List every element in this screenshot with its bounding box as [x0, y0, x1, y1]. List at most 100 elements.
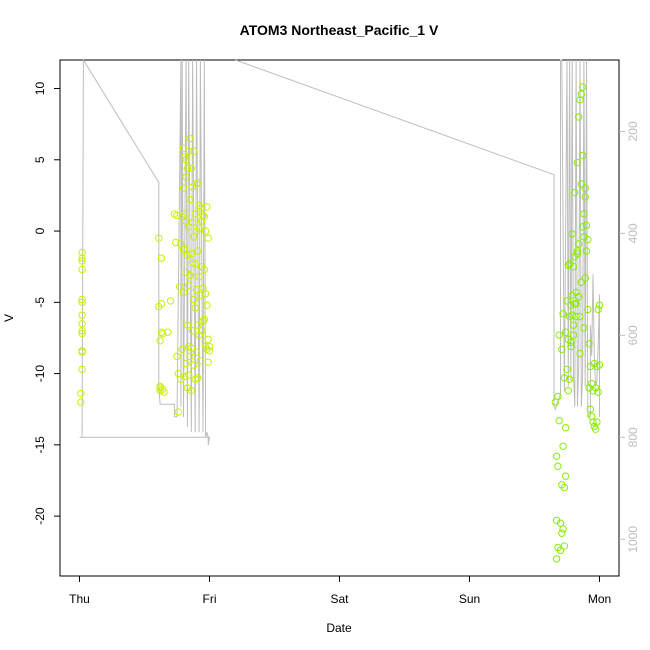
data-point — [191, 304, 199, 312]
data-point — [204, 358, 212, 366]
data-point — [577, 180, 585, 188]
data-point — [563, 365, 571, 374]
data-point — [559, 525, 567, 533]
data-point — [581, 184, 589, 192]
data-point — [183, 321, 192, 329]
y-axis: -20 -15 -10 -5 0 5 10 — [33, 82, 60, 525]
depth-line-segment — [235, 59, 600, 418]
data-point — [178, 345, 186, 354]
data-point — [567, 342, 575, 351]
data-point — [187, 250, 196, 258]
data-point — [181, 244, 189, 252]
data-point — [192, 180, 201, 188]
data-point — [78, 295, 86, 304]
data-point — [575, 292, 583, 301]
data-point — [554, 462, 562, 470]
data-point — [205, 342, 214, 351]
data-point — [552, 452, 561, 460]
data-point — [573, 247, 582, 255]
depth-trace — [79, 58, 600, 446]
data-point — [188, 327, 197, 335]
y-axis-label: V — [2, 314, 16, 322]
data-points — [77, 83, 604, 563]
data-point — [188, 218, 197, 227]
data-point — [78, 347, 86, 355]
right-tick-label: 600 — [626, 325, 640, 345]
data-point — [562, 424, 570, 432]
y-tick-label: -20 — [33, 507, 47, 525]
data-point — [560, 542, 569, 550]
data-point — [558, 529, 566, 537]
data-point — [203, 301, 211, 309]
data-point — [78, 327, 86, 335]
data-point — [205, 347, 214, 355]
data-point — [595, 301, 604, 309]
data-point — [155, 234, 163, 242]
data-point — [204, 234, 212, 242]
x-tick-label: Thu — [69, 592, 90, 606]
data-point — [555, 331, 563, 339]
data-point — [591, 425, 600, 433]
data-point — [183, 164, 192, 173]
y-tick-label: 5 — [33, 156, 47, 163]
data-point — [182, 359, 190, 368]
data-point — [562, 472, 570, 480]
data-point — [576, 349, 584, 358]
data-point — [190, 361, 198, 369]
data-point — [164, 328, 172, 336]
data-point — [185, 223, 193, 231]
data-point — [173, 211, 181, 220]
data-point — [78, 254, 86, 262]
data-point — [568, 311, 576, 319]
data-point — [585, 339, 593, 348]
data-point — [568, 230, 576, 238]
x-axis: Thu Fri Sat Sun Mon — [69, 576, 611, 606]
data-point — [186, 195, 194, 204]
data-point — [159, 329, 167, 338]
data-point — [78, 311, 86, 319]
data-point — [559, 310, 567, 318]
data-point — [593, 418, 601, 426]
data-point — [172, 238, 180, 247]
data-point — [200, 213, 209, 221]
data-point — [201, 227, 210, 235]
data-point — [567, 301, 575, 309]
data-point — [194, 178, 202, 187]
data-point — [581, 274, 589, 282]
plot-frame — [59, 59, 620, 577]
data-point — [563, 297, 571, 305]
data-point — [578, 83, 587, 91]
data-point — [559, 442, 567, 450]
data-point — [78, 320, 86, 328]
data-point — [564, 261, 572, 269]
data-point — [185, 281, 193, 289]
data-point — [185, 371, 193, 379]
data-point — [595, 361, 604, 369]
y-tick-label: 10 — [33, 82, 47, 96]
data-point — [186, 352, 194, 361]
data-point — [191, 210, 199, 218]
data-point — [562, 328, 570, 336]
data-point — [581, 193, 589, 201]
data-point — [584, 235, 592, 244]
data-point — [195, 272, 203, 281]
data-point — [560, 483, 569, 492]
data-point — [554, 392, 562, 401]
data-point — [186, 271, 194, 279]
data-point — [565, 375, 574, 383]
right-tick-label: 200 — [626, 121, 640, 141]
data-point — [578, 151, 587, 160]
right-tick-label: 1000 — [626, 526, 640, 553]
data-point — [181, 372, 189, 381]
data-point — [575, 240, 583, 248]
data-point — [577, 278, 585, 287]
data-point — [196, 357, 205, 365]
data-point — [77, 389, 85, 398]
x-axis-label: Date — [326, 621, 352, 635]
data-point — [571, 188, 579, 197]
data-point — [78, 329, 86, 338]
data-point — [194, 321, 202, 329]
data-point — [186, 134, 194, 143]
data-point — [187, 164, 196, 173]
data-point — [594, 388, 602, 396]
